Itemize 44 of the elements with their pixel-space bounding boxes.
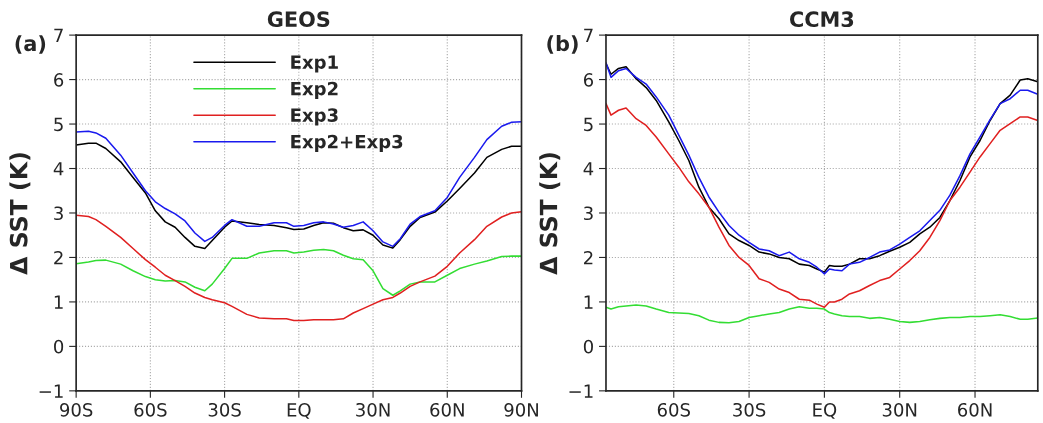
line-series: [76, 210, 522, 322]
y-tick-label: 5: [54, 117, 63, 132]
chart-title: CCM3: [790, 11, 854, 28]
x-tick-label: 60S: [134, 402, 167, 417]
y-tick-label: 2: [584, 250, 593, 265]
y-tick-label: 4: [583, 162, 594, 176]
y-axis-title: Δ SST (K): [539, 153, 561, 275]
legend-label: Exp3: [291, 108, 338, 126]
y-tick-label: 0: [54, 339, 64, 354]
y-tick-label: 7: [584, 28, 593, 42]
line-series: [605, 304, 1038, 324]
line-series: [605, 102, 1038, 309]
legend-label: Exp2+Exp3: [291, 134, 403, 152]
x-tick-label: EQ: [813, 402, 837, 419]
x-tick-label: 90S: [60, 402, 93, 417]
chart-title: GEOS: [267, 11, 330, 28]
x-tick-label: 30N: [356, 402, 390, 417]
y-tick-label: −1: [569, 384, 593, 398]
legend-label: Exp1: [291, 55, 338, 73]
x-tick-label: 60N: [958, 402, 992, 417]
y-tick-label: 0: [583, 339, 593, 354]
line-series: [76, 248, 522, 297]
x-tick-label: 60S: [657, 402, 690, 417]
y-tick-label: 3: [584, 206, 593, 221]
y-tick-label: 2: [54, 250, 63, 265]
y-tick-label: 4: [53, 162, 64, 176]
x-tick-label: 30S: [733, 402, 766, 417]
y-tick-label: 1: [54, 295, 63, 309]
x-tick-label: 60N: [430, 402, 464, 417]
y-tick-label: 5: [584, 117, 593, 132]
y-tick-label: 6: [54, 73, 64, 87]
x-tick-label: 90N: [504, 402, 538, 417]
y-axis-title: Δ SST (K): [9, 153, 31, 275]
x-tick-label: 30N: [882, 402, 917, 417]
text: (a): [15, 35, 46, 54]
legend-label: Exp2: [291, 81, 338, 99]
y-tick-label: 3: [54, 206, 63, 221]
x-tick-label: 30S: [208, 402, 241, 417]
text: (b): [547, 35, 578, 54]
y-tick-label: 6: [583, 73, 594, 87]
y-tick-label: 1: [584, 295, 593, 309]
x-tick-label: EQ: [287, 402, 311, 419]
y-tick-label: 7: [54, 28, 63, 42]
y-tick-label: −1: [39, 384, 63, 398]
